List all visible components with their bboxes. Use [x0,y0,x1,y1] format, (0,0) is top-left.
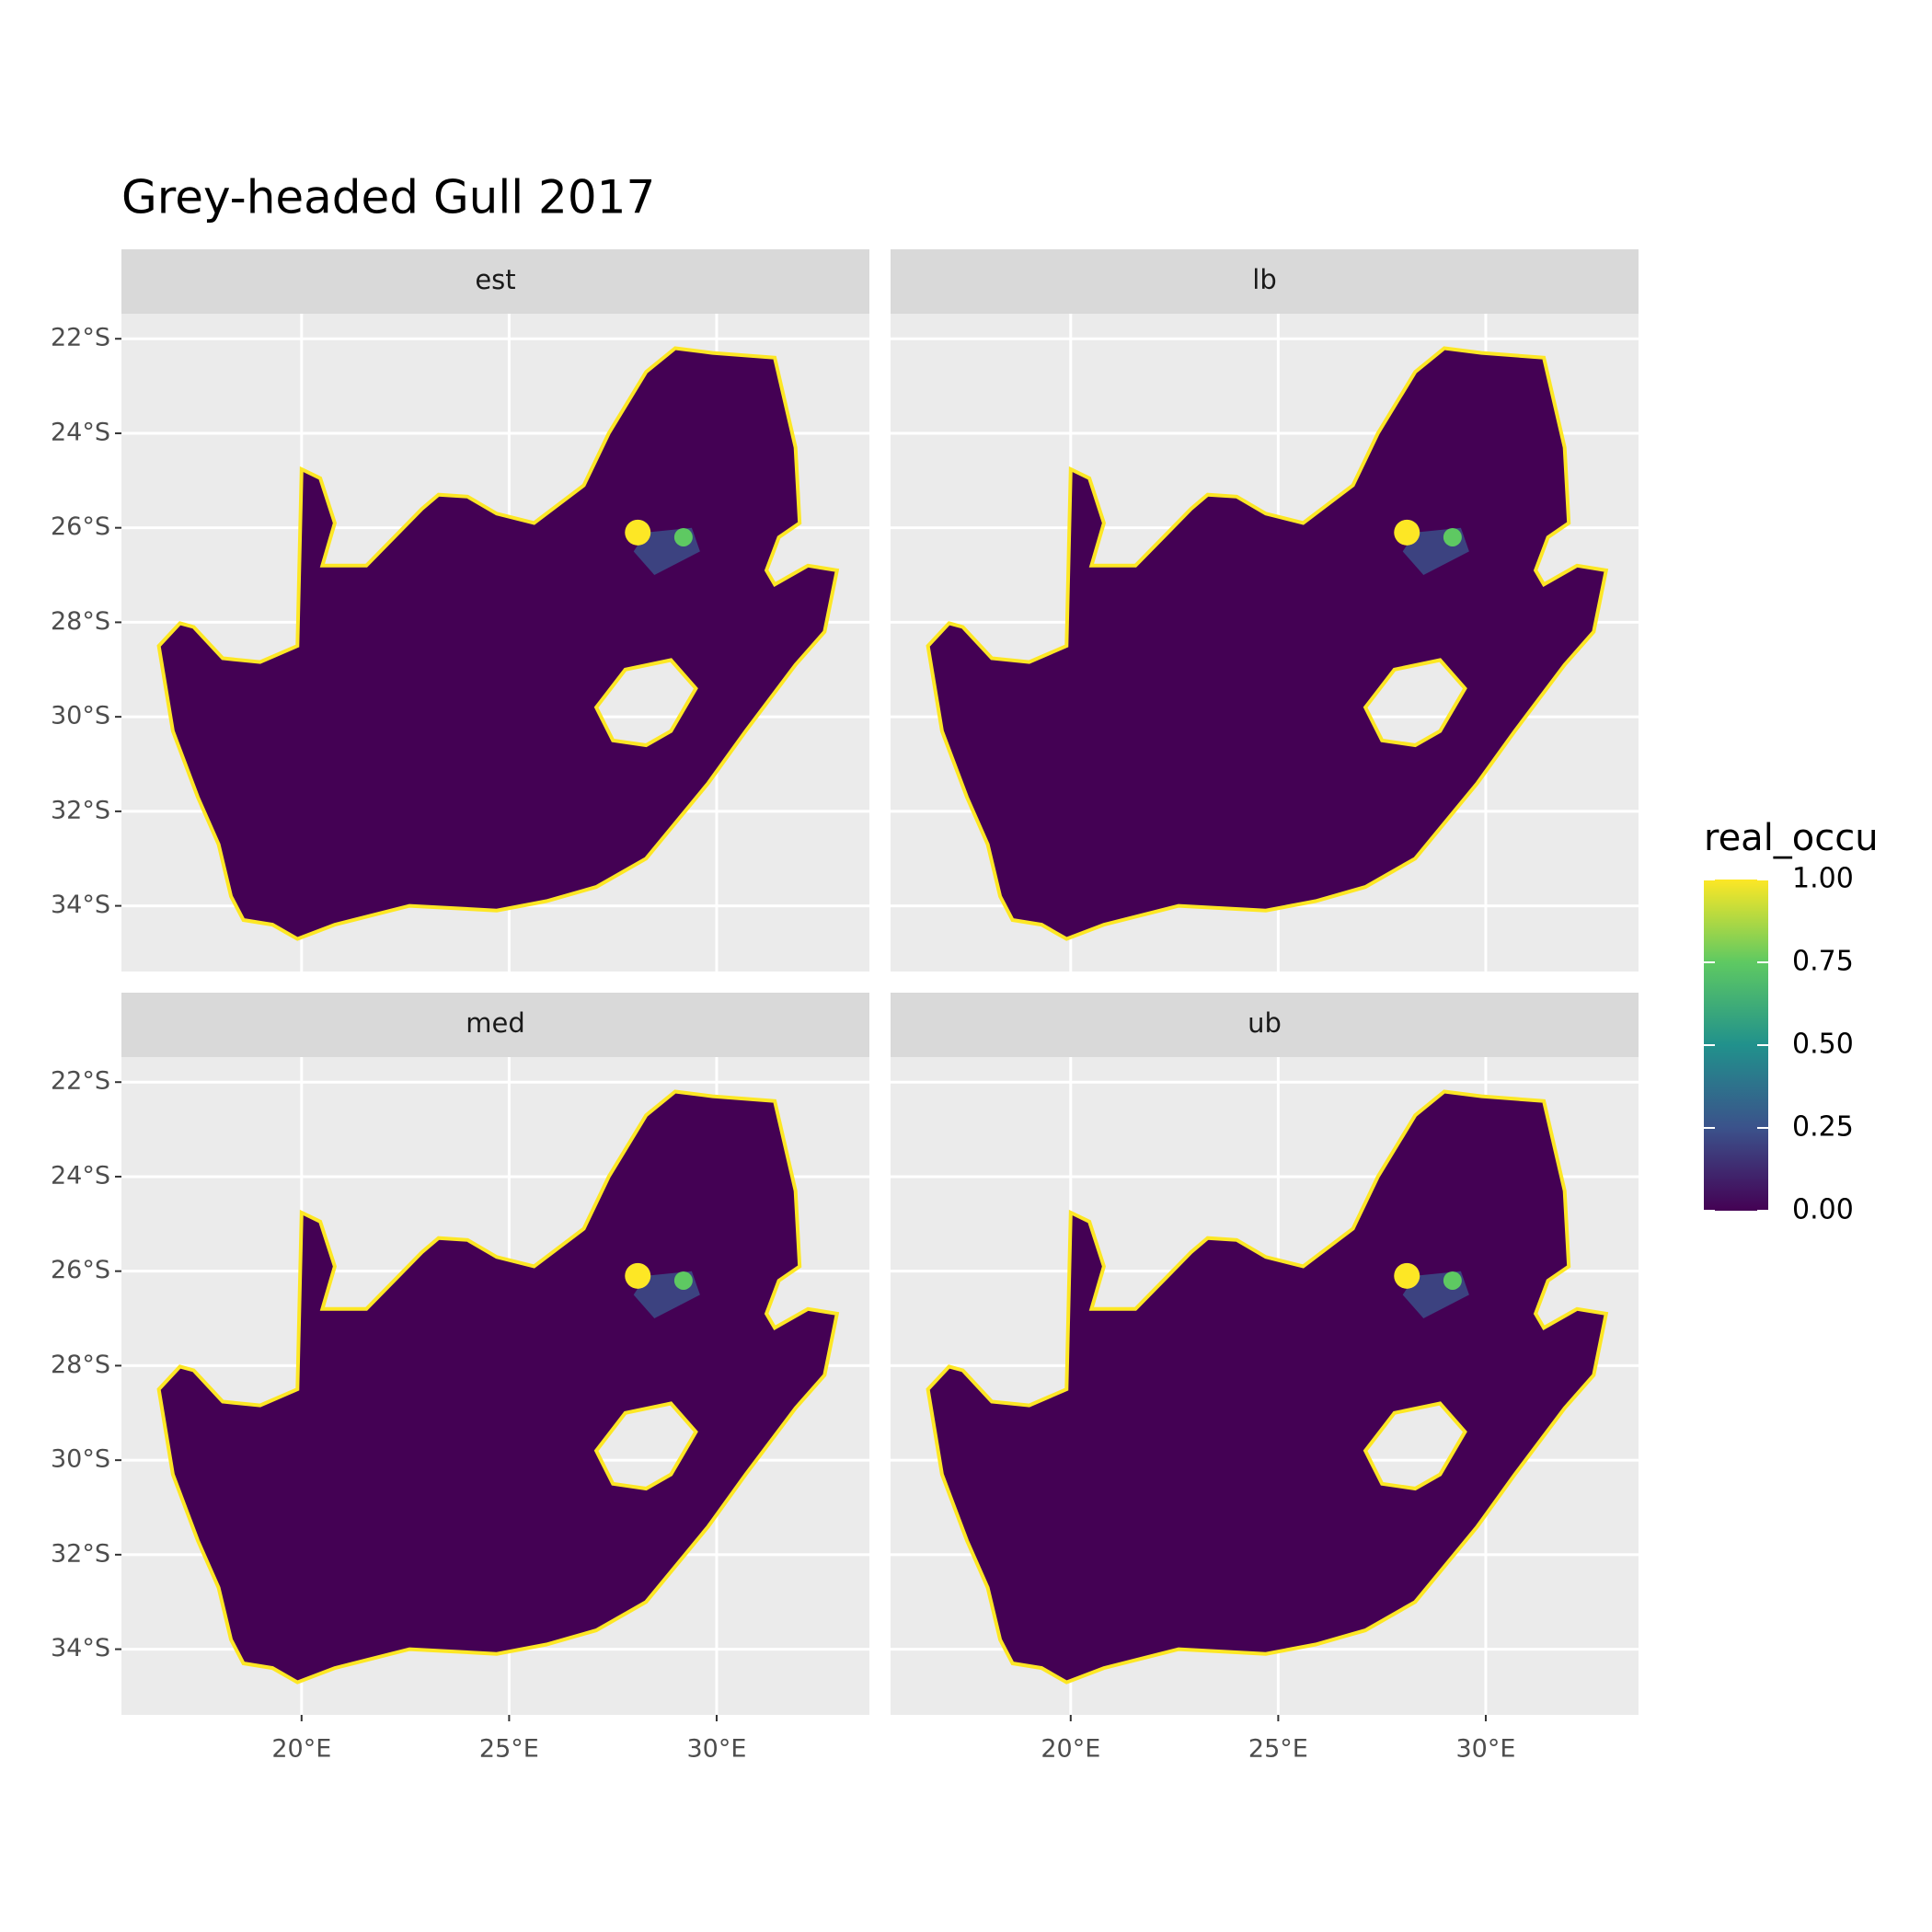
x-tick-label: 25°E [479,1735,539,1764]
y-tick-label: 34°S [51,1634,110,1662]
hotspot [625,1262,651,1289]
y-tick-label: 22°S [51,324,110,352]
x-tick-label: 20°E [271,1735,331,1764]
legend-label: 1.00 [1792,863,1854,895]
y-tick-label: 22°S [51,1067,110,1096]
y-tick-label: 28°S [51,607,110,636]
chart-title: Grey-headed Gull 2017 [121,171,655,224]
map-area [926,346,1609,941]
x-tick-label: 30°E [1456,1735,1516,1764]
y-tick-label: 28°S [51,1351,110,1379]
x-tick-label: 30°E [687,1735,747,1764]
x-tick-label: 25°E [1248,1735,1308,1764]
strip-label: lb [1252,264,1276,295]
legend-label: 0.00 [1792,1194,1854,1226]
y-tick-label: 32°S [51,1539,110,1568]
map-area [926,1089,1609,1685]
strip [891,249,1639,314]
strip [121,993,869,1057]
y-tick-label: 32°S [51,796,110,824]
y-tick-label: 24°S [51,418,110,446]
x-tick-label: 20°E [1041,1735,1100,1764]
y-tick-label: 30°S [51,1445,110,1474]
strip-label: med [466,1007,525,1039]
y-tick-label: 34°S [51,891,110,919]
hotspot [1394,1262,1420,1289]
strip [121,249,869,314]
legend-label: 0.25 [1792,1111,1854,1144]
hotspot [673,1271,693,1290]
y-tick-label: 24°S [51,1161,110,1190]
y-tick-label: 26°S [51,1256,110,1284]
legend-label: 0.75 [1792,946,1854,978]
hotspot [1443,527,1462,546]
legend-label: 0.50 [1792,1029,1854,1061]
map-area [156,346,840,941]
hotspot [1443,1271,1462,1290]
strip-label: ub [1248,1007,1282,1039]
strip-label: est [475,264,515,295]
hotspot [625,519,651,546]
hotspot [1394,519,1420,546]
hotspot [673,527,693,546]
map-area [156,1089,840,1685]
y-tick-label: 26°S [51,512,110,541]
y-tick-label: 30°S [51,702,110,730]
legend-title: real_occu [1704,817,1879,859]
strip [891,993,1639,1057]
